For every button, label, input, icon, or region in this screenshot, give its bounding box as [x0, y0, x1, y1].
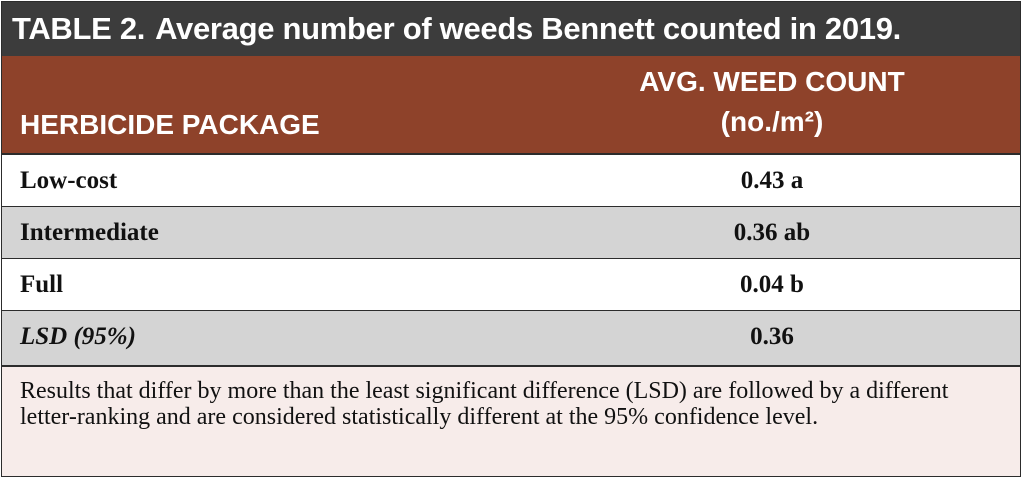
table-title-bar: TABLE 2. Average number of weeds Bennett… [2, 2, 1020, 56]
table-row: Full 0.04 b [2, 259, 1020, 311]
lsd-row: LSD (95%) 0.36 [2, 311, 1020, 365]
row-package: Low-cost [20, 167, 118, 194]
header-unit: (no./m²) [720, 106, 824, 137]
table-title: Average number of weeds Bennett counted … [155, 11, 901, 46]
table-label: TABLE 2. [12, 11, 146, 46]
header-avg-weed-count: AVG. WEED COUNT (no./m²) [540, 62, 1004, 142]
table-row: Intermediate 0.36 ab [2, 207, 1020, 259]
row-package: Intermediate [20, 219, 159, 246]
row-value: 0.36 ab [733, 219, 811, 246]
table-header-row: HERBICIDE PACKAGE AVG. WEED COUNT (no./m… [2, 56, 1020, 155]
row-package: Full [20, 271, 64, 298]
row-value: 0.43 a [740, 167, 804, 194]
table-row: Low-cost 0.43 a [2, 155, 1020, 207]
header-herbicide-package: HERBICIDE PACKAGE [20, 109, 320, 140]
lsd-label: LSD (95%) [20, 323, 136, 350]
table-footnote: Results that differ by more than the lea… [2, 365, 1020, 476]
header-avg-weed-count-label: AVG. WEED COUNT [639, 66, 905, 97]
lsd-value: 0.36 [750, 323, 794, 350]
row-value: 0.04 b [740, 271, 804, 298]
